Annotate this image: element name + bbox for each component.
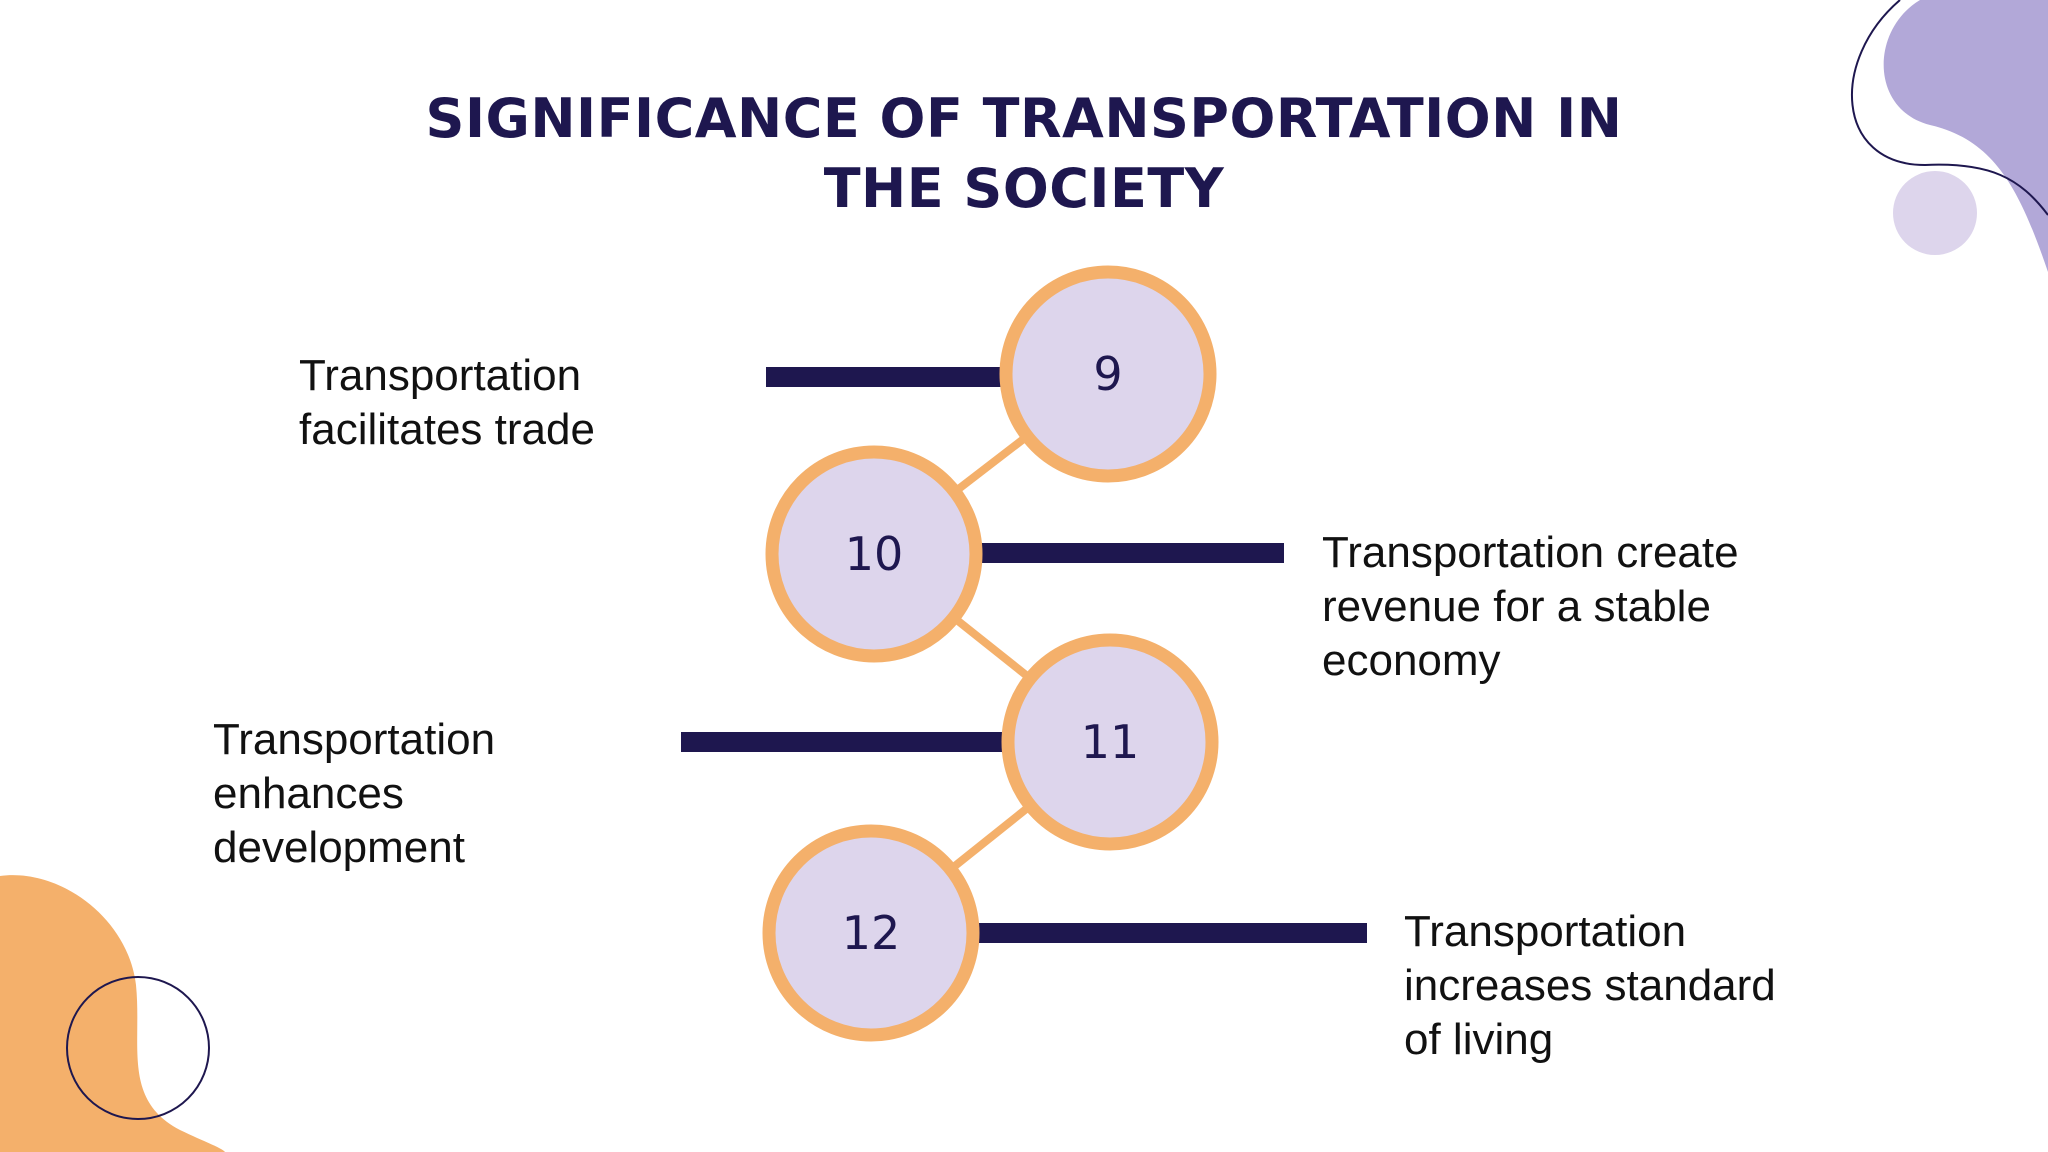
step-12-label-line-1: Transportation [1404, 907, 1687, 956]
bar-step-11 [681, 732, 1014, 752]
step-9-label-line-2: facilitates trade [299, 405, 595, 454]
orange-blob-shape [0, 875, 225, 1152]
step-9-node: 9 [999, 265, 1217, 483]
page-title: SIGNIFICANCE OF TRANSPORTATION IN THE SO… [324, 84, 1724, 224]
step-10-number: 10 [845, 527, 904, 581]
step-10-label-line-2: revenue for a stable [1322, 582, 1711, 631]
bar-step-10 [976, 543, 1284, 563]
step-11-label-line-3: development [213, 823, 465, 872]
step-10-label: Transportation create revenue for a stab… [1322, 526, 1739, 688]
step-11-node: 11 [1001, 633, 1219, 851]
purple-blob-shape [1883, 0, 2048, 272]
step-10-label-line-3: economy [1322, 636, 1501, 685]
step-11-circle [1001, 633, 1219, 851]
bar-step-12 [976, 923, 1367, 943]
bar-step-9 [766, 367, 1013, 387]
step-10-node: 10 [765, 445, 983, 663]
step-12-circle [762, 824, 980, 1042]
step-11-number: 11 [1081, 715, 1140, 769]
step-11-label-line-1: Transportation [213, 715, 496, 764]
step-12-label-line-3: of living [1404, 1015, 1554, 1064]
title-line-1: SIGNIFICANCE OF TRANSPORTATION IN [425, 87, 1623, 150]
step-12-label: Transportation increases standard of liv… [1404, 905, 1776, 1067]
title-line-2: THE SOCIETY [823, 157, 1225, 220]
step-11-label-line-2: enhances [213, 769, 404, 818]
purple-outline-curve [1851, 0, 2048, 216]
step-12-label-line-2: increases standard [1404, 961, 1776, 1010]
step-9-number: 9 [1093, 347, 1122, 401]
step-9-label-line-1: Transportation [299, 351, 582, 400]
step-12-node: 12 [762, 824, 980, 1042]
step-10-circle [765, 445, 983, 663]
step-9-label: Transportation facilitates trade [299, 349, 595, 457]
step-11-label: Transportation enhances development [213, 713, 495, 875]
step-12-number: 12 [842, 906, 901, 960]
step-9-circle [999, 265, 1217, 483]
step-10-label-line-1: Transportation create [1322, 528, 1739, 577]
navy-ring-shape [66, 976, 210, 1120]
lavender-dot-shape [1893, 171, 1977, 255]
